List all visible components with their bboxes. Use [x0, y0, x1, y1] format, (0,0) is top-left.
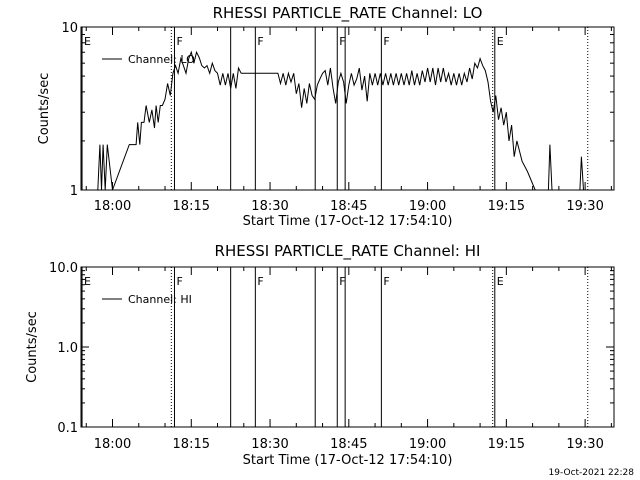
legend-label: Channel: HI [128, 293, 192, 306]
event-marker-label: F [257, 35, 263, 48]
y-tick-label: 10.0 [49, 261, 78, 276]
event-marker-label: F [383, 35, 389, 48]
x-tick-label: 19:00 [409, 199, 446, 214]
x-tick-label: 18:30 [251, 199, 288, 214]
event-marker-label: F [176, 35, 182, 48]
hi-channel-panel: RHESSI PARTICLE_RATE Channel: HI 18:00 18:… [25, 242, 615, 468]
x-tick-label: 18:45 [330, 437, 367, 452]
plot-frame [80, 26, 615, 191]
chart-title: RHESSI PARTICLE_RATE Channel: HI [215, 242, 481, 261]
y-tick-label: 1.0 [57, 341, 78, 356]
x-tick-label: 18:00 [94, 437, 131, 452]
plot-frame [80, 266, 615, 428]
x-tick-label: 18:15 [173, 437, 210, 452]
event-marker-label: E [84, 35, 91, 48]
x-tick-label: 18:00 [94, 199, 131, 214]
x-tick-label: 19:30 [566, 199, 603, 214]
x-tick-label: 18:45 [330, 199, 367, 214]
event-marker-label: F [383, 275, 389, 288]
x-tick-label: 19:00 [409, 437, 446, 452]
y-axis-label: Counts/sec [25, 311, 40, 383]
y-axis-label: Counts/sec [37, 73, 52, 145]
event-marker-label: F [257, 275, 263, 288]
x-axis-label: Start Time (17-Oct-12 17:54:10) [243, 214, 453, 229]
generation-timestamp: 19-Oct-2021 22:28 [548, 468, 634, 478]
chart-title: RHESSI PARTICLE_RATE Channel: LO [213, 4, 483, 23]
x-axis-label: Start Time (17-Oct-12 17:54:10) [243, 453, 453, 468]
x-tick-label: 19:15 [488, 199, 525, 214]
y-tick-label: 1 [70, 184, 78, 199]
event-marker-label: F [339, 275, 345, 288]
x-tick-label: 18:30 [251, 437, 288, 452]
event-marker-label: E [84, 275, 91, 288]
x-tick-label: 19:15 [488, 437, 525, 452]
series-line [97, 50, 586, 191]
x-tick-label: 19:30 [566, 437, 603, 452]
event-marker-label: E [497, 35, 504, 48]
y-tick-label: 10 [61, 21, 78, 36]
event-marker-label: F [176, 275, 182, 288]
legend-label: Channel: LO [128, 53, 195, 66]
event-marker-label: F [339, 35, 345, 48]
lo-channel-panel: RHESSI PARTICLE_RATE Channel: LO 18:00 18:… [37, 4, 615, 229]
y-tick-label: 0.1 [57, 421, 78, 436]
x-tick-label: 18:15 [173, 199, 210, 214]
event-marker-label: E [497, 275, 504, 288]
